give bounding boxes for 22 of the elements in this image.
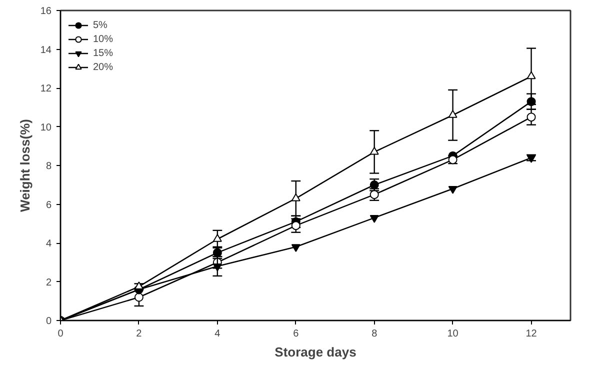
legend-label: 15% [93, 46, 114, 60]
y-tick-label: 10 [40, 122, 52, 134]
legend-label: 5% [93, 18, 108, 32]
x-tick-label: 4 [214, 328, 221, 340]
x-tick-label: 0 [58, 328, 64, 340]
legend-label: 20% [93, 60, 114, 74]
x-tick-label: 8 [372, 328, 378, 340]
x-tick-label: 6 [293, 328, 300, 340]
y-tick-label: 2 [46, 277, 52, 288]
y-axis-title: Weight loss(%) [17, 119, 32, 212]
x-tick-label: 12 [526, 328, 538, 340]
y-tick-label: 6 [46, 200, 52, 211]
y-tick-label: 14 [40, 44, 52, 56]
y-tick-label: 12 [40, 84, 52, 94]
legend-label: 10% [93, 32, 114, 46]
y-tick-label: 16 [40, 6, 52, 17]
x-axis-title: Storage days [274, 344, 356, 360]
y-tick-label: 0 [46, 316, 52, 327]
y-tick-label: 8 [46, 161, 52, 172]
x-tick-label: 10 [447, 328, 459, 340]
x-tick-label: 2 [136, 328, 142, 340]
y-tick-label: 4 [46, 238, 52, 250]
